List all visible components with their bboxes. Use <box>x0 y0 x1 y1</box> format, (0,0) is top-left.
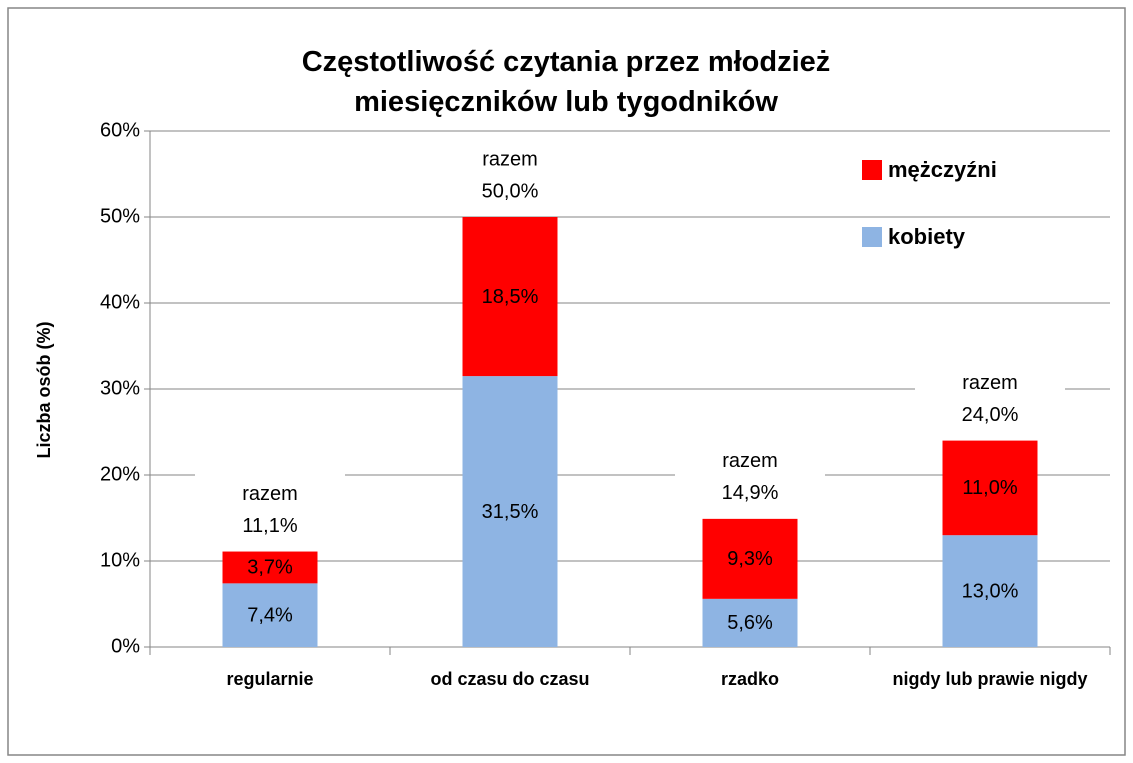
value-label: 18,5% <box>482 286 539 308</box>
bar-segment <box>942 440 1038 536</box>
total-label: razem <box>962 372 1018 394</box>
x-tick-label: nigdy lub prawie nigdy <box>892 669 1088 689</box>
value-label: 5,6% <box>727 612 773 634</box>
total-label-bg <box>915 355 1065 434</box>
x-tick-label: od czasu do czasu <box>430 669 590 689</box>
bar-segment <box>222 551 318 584</box>
value-label: 3,7% <box>247 557 293 579</box>
y-tick-label: 10% <box>100 549 140 571</box>
x-tick-label: regularnie <box>226 669 314 689</box>
bar-segment <box>462 217 558 377</box>
value-label: 31,5% <box>482 501 539 523</box>
value-label: 11,0% <box>962 477 1017 499</box>
total-value-label: 11,1% <box>242 515 297 537</box>
y-axis-label: Liczba osób (%) <box>34 321 54 458</box>
value-label: 9,3% <box>727 548 773 570</box>
y-tick-label: 20% <box>100 463 140 485</box>
legend-swatch <box>862 160 882 180</box>
legend-swatch <box>862 227 882 247</box>
bar-segment <box>942 535 1038 647</box>
chart-title: Częstotliwość czytania przez młodzież mi… <box>301 46 831 118</box>
y-tick-label: 60% <box>100 119 140 141</box>
legend-label: kobiety <box>888 224 966 249</box>
legend-label: mężczyźni <box>888 157 997 182</box>
y-tick-label: 0% <box>111 635 140 657</box>
bar-segment <box>702 598 798 647</box>
total-value-label: 24,0% <box>962 404 1019 426</box>
total-label-bg <box>435 132 585 210</box>
total-label-bg <box>675 433 825 512</box>
y-tick-label: 30% <box>100 377 140 399</box>
total-label-bg <box>195 466 345 545</box>
total-value-label: 14,9% <box>722 482 779 504</box>
total-label: razem <box>482 148 538 170</box>
total-label: razem <box>722 450 778 472</box>
total-label: razem <box>242 483 298 505</box>
x-tick-label: rzadko <box>720 669 780 689</box>
total-value-label: 50,0% <box>482 180 539 202</box>
y-tick-label: 50% <box>100 205 140 227</box>
bar-segment <box>462 376 558 647</box>
bar-segment <box>222 583 318 647</box>
y-tick-label: 40% <box>100 291 140 313</box>
bar-segment <box>702 518 798 599</box>
value-label: 7,4% <box>247 604 293 626</box>
value-label: 13,0% <box>962 580 1019 602</box>
